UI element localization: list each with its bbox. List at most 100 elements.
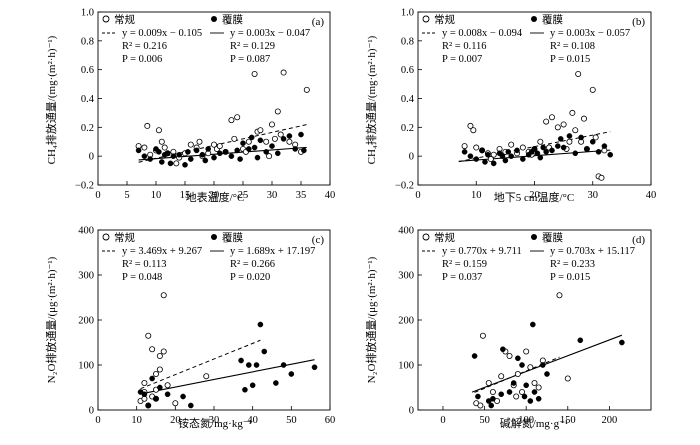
panel-letter: (a) bbox=[312, 16, 325, 28]
point-mulch bbox=[520, 156, 526, 162]
point-conventional bbox=[164, 382, 171, 389]
y-tick-label: 200 bbox=[398, 316, 414, 327]
point-mulch bbox=[156, 149, 162, 155]
point-mulch bbox=[557, 136, 564, 142]
point-mulch bbox=[531, 389, 538, 395]
legend-marker-conventional bbox=[422, 15, 430, 23]
point-mulch bbox=[153, 395, 159, 402]
point-mulch bbox=[540, 144, 547, 151]
point-mulch bbox=[578, 134, 584, 141]
point-mulch bbox=[510, 380, 517, 386]
y-tick-label: 0.4 bbox=[401, 94, 415, 105]
x-tick-label: 25 bbox=[238, 190, 249, 201]
point-conventional bbox=[572, 127, 579, 134]
x-tick-label: 20 bbox=[529, 190, 540, 201]
point-mulch bbox=[161, 151, 168, 158]
point-conventional bbox=[141, 379, 148, 386]
x-tick-label: 0 bbox=[95, 415, 100, 426]
point-mulch bbox=[530, 321, 536, 328]
point-conventional bbox=[161, 144, 168, 151]
stat-eq-mulch: y = 0.003x − 0.047 bbox=[230, 28, 310, 39]
x-tick-label: 0 bbox=[440, 415, 445, 426]
x-axis-label: 铵态氮/mg·kg⁻¹ bbox=[178, 416, 252, 430]
panel-letter: (d) bbox=[632, 234, 645, 246]
point-mulch bbox=[263, 149, 270, 155]
x-tick-label: 40 bbox=[325, 190, 336, 201]
point-mulch bbox=[269, 143, 275, 149]
point-mulch bbox=[506, 389, 513, 395]
stat-p-mulch: P = 0.020 bbox=[230, 272, 270, 283]
point-conventional bbox=[519, 388, 526, 395]
point-mulch bbox=[555, 143, 561, 149]
y-axis-label: CH₄排放通量/(mg·(m²·h)⁻¹) bbox=[364, 35, 378, 164]
point-mulch bbox=[544, 371, 550, 377]
y-tick-label: 100 bbox=[398, 361, 414, 372]
x-tick-label: 20 bbox=[209, 190, 220, 201]
point-conventional bbox=[160, 348, 167, 355]
legend-marker-mulch bbox=[531, 16, 537, 22]
stat-p-conventional: P = 0.037 bbox=[442, 272, 482, 283]
point-mulch bbox=[471, 353, 478, 359]
x-tick-label: 5 bbox=[124, 190, 129, 201]
legend-label-mulch: 覆膜 bbox=[542, 232, 563, 244]
point-conventional bbox=[187, 141, 194, 148]
point-conventional bbox=[173, 160, 180, 167]
point-mulch bbox=[245, 146, 252, 152]
point-conventional bbox=[145, 332, 152, 339]
x-tick-label: 50 bbox=[286, 415, 297, 426]
point-conventional bbox=[286, 138, 293, 145]
point-mulch bbox=[490, 160, 497, 167]
point-conventional bbox=[598, 174, 605, 181]
point-mulch bbox=[301, 147, 307, 154]
point-mulch bbox=[498, 391, 505, 398]
point-conventional bbox=[268, 121, 275, 128]
point-mulch bbox=[589, 138, 596, 145]
legend-marker-conventional bbox=[102, 233, 110, 241]
point-conventional bbox=[266, 153, 273, 160]
x-axis-label: 地下5 cm温度/°C bbox=[494, 190, 574, 204]
point-mulch bbox=[288, 371, 295, 377]
point-mulch bbox=[280, 136, 287, 142]
point-mulch bbox=[543, 149, 549, 155]
plot-frame bbox=[97, 229, 331, 411]
point-mulch bbox=[500, 346, 506, 353]
stat-r2-conventional: R² = 0.116 bbox=[442, 41, 487, 52]
stat-eq-conventional: y = 0.008x − 0.094 bbox=[442, 28, 523, 39]
point-conventional bbox=[274, 108, 281, 115]
point-conventional bbox=[277, 131, 284, 138]
point-conventional bbox=[523, 348, 530, 355]
point-mulch bbox=[170, 153, 177, 159]
panel-d: 0 50 100 150 200 0 100 200 300 400 碱解氮/mg·g⁻¹ N₂O排放… bbox=[364, 226, 652, 430]
point-conventional bbox=[210, 141, 217, 148]
point-mulch bbox=[540, 362, 546, 368]
x-tick-label: 30 bbox=[588, 190, 599, 201]
point-mulch bbox=[228, 153, 235, 159]
point-mulch bbox=[531, 146, 538, 152]
legend-label-mulch: 覆膜 bbox=[542, 14, 563, 26]
point-conventional bbox=[569, 109, 576, 116]
point-conventional bbox=[519, 144, 526, 151]
point-mulch bbox=[527, 398, 534, 404]
point-mulch bbox=[482, 159, 488, 165]
point-conventional bbox=[158, 138, 165, 145]
point-conventional bbox=[548, 114, 555, 121]
y-tick-label: 1.0 bbox=[401, 8, 414, 19]
point-conventional bbox=[251, 70, 258, 77]
point-conventional bbox=[196, 138, 203, 145]
point-mulch bbox=[519, 362, 525, 368]
point-conventional bbox=[303, 86, 310, 93]
point-conventional bbox=[490, 151, 497, 158]
legend-label-mulch: 覆膜 bbox=[222, 14, 243, 26]
stat-r2-mulch: R² = 0.108 bbox=[550, 41, 595, 52]
y-tick-label: 0 bbox=[409, 152, 414, 163]
y-tick-label: 0 bbox=[89, 406, 94, 417]
point-conventional bbox=[156, 366, 163, 373]
point-conventional bbox=[506, 352, 513, 359]
point-conventional bbox=[160, 292, 167, 299]
x-tick-label: 60 bbox=[325, 415, 336, 426]
point-mulch bbox=[149, 375, 155, 382]
point-mulch bbox=[261, 348, 268, 355]
panel-letter: (b) bbox=[632, 16, 645, 28]
y-tick-label: 0.8 bbox=[401, 36, 414, 47]
point-mulch bbox=[286, 133, 293, 139]
